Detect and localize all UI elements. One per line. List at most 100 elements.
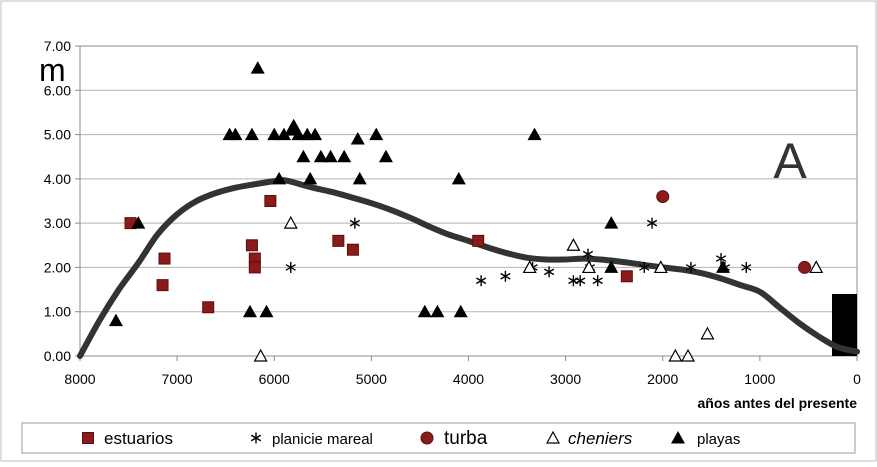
- point-planicie-mareal: [646, 217, 658, 229]
- point-playas: [228, 127, 243, 141]
- point-planicie-mareal: [582, 248, 594, 260]
- point-estuarios: [158, 252, 171, 265]
- sea-level-curve: [77, 177, 860, 359]
- y-tick-label: 1.00: [44, 304, 71, 320]
- legend-marker-turba: [420, 431, 434, 445]
- x-axis-label: años antes del presente: [697, 395, 857, 411]
- point-estuarios: [202, 301, 215, 314]
- y-tick-label: 7.00: [44, 38, 71, 54]
- point-cheniers: [668, 348, 683, 362]
- y-tick-label: 5.00: [44, 127, 71, 143]
- point-playas: [108, 313, 123, 327]
- point-cheniers: [283, 215, 298, 229]
- point-planicie-mareal: [285, 261, 296, 273]
- point-playas: [378, 149, 393, 163]
- point-playas: [715, 260, 730, 273]
- point-cheniers: [653, 260, 668, 274]
- x-tick-label: 3000: [550, 371, 581, 387]
- point-planicie-mareal: [741, 261, 752, 273]
- point-playas: [272, 171, 287, 185]
- point-planicie-mareal: [475, 275, 487, 287]
- point-cheniers: [809, 260, 824, 274]
- point-playas: [352, 171, 367, 185]
- x-tick-label: 4000: [453, 371, 484, 387]
- point-estuarios: [472, 234, 485, 247]
- panel-label: A: [773, 133, 807, 189]
- point-playas: [267, 127, 282, 141]
- legend-label: playas: [697, 431, 740, 448]
- x-tick-label: 7000: [162, 371, 193, 387]
- x-tick-label: 6000: [259, 371, 290, 387]
- point-estuarios: [264, 195, 277, 207]
- point-planicie-mareal: [592, 275, 603, 287]
- legend-marker-planicie-mareal: [250, 432, 262, 444]
- point-planicie-mareal: [715, 253, 727, 265]
- point-playas: [286, 118, 301, 132]
- legend-marker-playas: [671, 431, 685, 444]
- point-estuarios: [156, 279, 169, 292]
- y-tick-label: 3.00: [44, 215, 71, 231]
- point-cheniers: [700, 326, 715, 340]
- point-estuarios: [620, 270, 633, 283]
- legend-label: planicie mareal: [272, 431, 373, 448]
- point-playas: [451, 171, 466, 185]
- point-cheniers: [522, 260, 537, 274]
- point-planicie-mareal: [543, 266, 555, 278]
- data-points: [108, 61, 824, 362]
- legend-marker-estuarios: [82, 432, 94, 444]
- point-playas: [308, 127, 323, 141]
- legend-label: turba: [444, 428, 488, 449]
- point-estuarios: [248, 261, 261, 274]
- y-tick-label: 6.00: [44, 82, 71, 98]
- point-playas: [527, 127, 542, 141]
- x-tick-label: 2000: [647, 371, 678, 387]
- point-planicie-mareal: [685, 261, 697, 273]
- point-playas: [313, 149, 328, 163]
- x-tick-label: 5000: [356, 371, 387, 387]
- sea-level-curve-line: [77, 177, 860, 359]
- point-playas: [369, 127, 384, 141]
- point-playas: [303, 171, 318, 185]
- point-playas: [323, 149, 338, 163]
- point-playas: [131, 216, 146, 229]
- point-playas: [604, 216, 619, 229]
- x-tick-label: 8000: [64, 371, 95, 387]
- point-playas: [453, 304, 468, 318]
- point-turba: [798, 260, 812, 274]
- y-axis: 0.00 1.00 2.00 3.00 4.00 5.00 6.00 7.00: [44, 38, 80, 364]
- y-axis-label: m: [39, 52, 66, 88]
- point-cheniers: [680, 348, 696, 362]
- y-tick-label: 0.00: [44, 348, 71, 364]
- y-tick-label: 2.00: [44, 259, 71, 275]
- point-planicie-mareal: [639, 261, 650, 273]
- point-playas: [276, 127, 291, 141]
- point-cheniers: [581, 260, 596, 274]
- point-planicie-mareal: [575, 275, 586, 287]
- point-turba: [656, 190, 670, 204]
- point-playas: [337, 149, 352, 163]
- y-tick-label: 4.00: [44, 171, 71, 187]
- legend-label: estuarios: [104, 429, 173, 448]
- point-playas: [259, 304, 274, 318]
- point-planicie-mareal: [500, 270, 511, 282]
- point-playas: [350, 132, 365, 145]
- point-playas: [244, 127, 259, 141]
- point-cheniers: [253, 348, 268, 362]
- x-tick-label: 1000: [744, 371, 775, 387]
- point-playas: [296, 149, 311, 163]
- point-playas: [417, 304, 432, 318]
- x-axis: 8000 7000 6000 5000 4000 3000 2000 1000 0: [64, 356, 861, 387]
- point-estuarios: [332, 234, 345, 247]
- point-planicie-mareal: [349, 217, 360, 229]
- point-estuarios: [346, 243, 359, 256]
- legend-label: cheniers: [568, 429, 633, 448]
- x-tick-label: 0: [853, 371, 861, 387]
- point-cheniers: [566, 238, 581, 251]
- legend: estuarios planicie mareal turba cheniers pla…: [21, 422, 856, 454]
- legend-box: [21, 422, 856, 454]
- point-estuarios: [245, 239, 258, 252]
- point-playas: [604, 260, 619, 273]
- legend-marker-cheniers: [545, 430, 561, 444]
